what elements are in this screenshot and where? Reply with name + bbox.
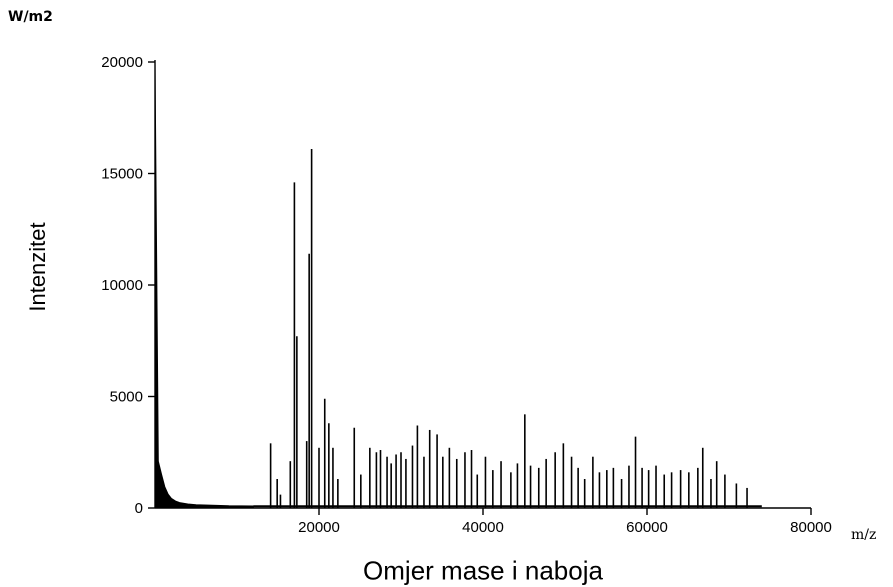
y-unit-label: W/m2: [8, 9, 53, 25]
baseline-decay-area: [154, 61, 254, 509]
x-tick-label: 80000: [790, 519, 832, 536]
x-axis-title: Omjer mase i naboja: [363, 555, 603, 586]
x-tick-label: 60000: [626, 519, 668, 536]
x-unit-label: m/z: [851, 527, 877, 543]
y-tick-label: 5000: [110, 389, 143, 406]
y-tick-label: 0: [135, 500, 143, 517]
y-tick-label: 10000: [101, 277, 143, 294]
x-tick-label: 40000: [462, 519, 504, 536]
y-tick-label: 20000: [101, 54, 143, 71]
y-tick-label: 15000: [101, 166, 143, 183]
x-tick-label: 20000: [298, 519, 340, 536]
